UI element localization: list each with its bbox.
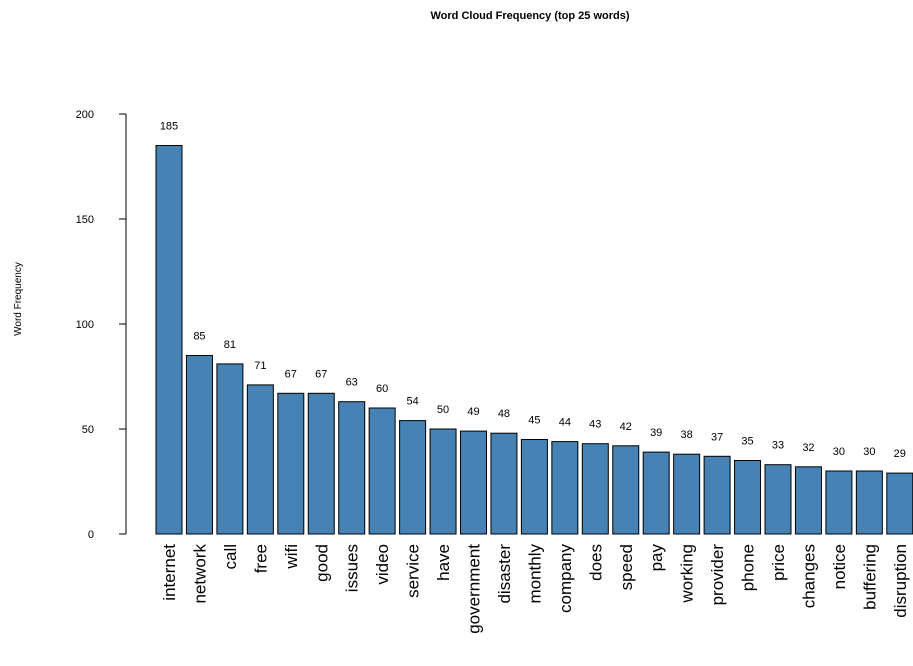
chart-title: Word Cloud Frequency (top 25 words) [430, 10, 629, 22]
data-label: 38 [681, 429, 693, 441]
x-tick-label: notice [830, 544, 849, 589]
bar [490, 432, 518, 535]
x-tick-label: buffering [860, 544, 879, 610]
y-tick-label: 0 [88, 529, 94, 541]
bar [886, 472, 913, 535]
data-label: 30 [863, 446, 875, 458]
data-label: 42 [620, 421, 632, 433]
bar [855, 470, 883, 535]
bar [551, 441, 579, 535]
data-label: 33 [772, 440, 784, 452]
data-label: 39 [650, 427, 662, 439]
x-tick-label: does [586, 544, 605, 581]
data-label: 50 [437, 404, 449, 416]
bar [185, 355, 213, 535]
bar [338, 401, 366, 535]
x-tick-label: company [556, 544, 575, 613]
x-tick-label: disaster [495, 544, 514, 604]
bar [155, 145, 183, 535]
x-tick-label: issues [343, 544, 362, 592]
data-label: 35 [741, 436, 753, 448]
bar [246, 384, 274, 535]
data-label: 29 [894, 448, 906, 460]
data-label: 30 [833, 446, 845, 458]
x-tick-label: government [465, 544, 484, 634]
x-tick-label: network [190, 544, 209, 604]
bar [642, 451, 670, 535]
bar [399, 420, 427, 535]
x-tick-label: price [769, 544, 788, 581]
bars [155, 145, 913, 535]
bar [368, 407, 396, 535]
x-tick-label: working [678, 544, 697, 604]
x-tick-label: call [221, 544, 240, 570]
bar [216, 363, 244, 535]
y-axis: 0 50 100 150 200 [76, 109, 127, 541]
bar [520, 439, 548, 535]
y-axis-label: Word Frequency [13, 262, 24, 336]
data-label: 44 [559, 417, 571, 429]
bar [734, 460, 762, 535]
bar [612, 445, 640, 535]
bar [307, 392, 335, 535]
x-tick-label: free [251, 544, 270, 573]
data-label: 45 [528, 415, 540, 427]
bar [277, 392, 305, 535]
bar [703, 455, 731, 535]
x-tick-label: video [373, 544, 392, 585]
bar [764, 464, 792, 535]
data-label: 67 [285, 368, 297, 380]
x-tick-label: good [312, 544, 331, 582]
data-label: 85 [193, 331, 205, 343]
data-labels: 185 85 81 71 67 67 63 60 54 50 49 48 45 44 43 42 39 38 37 3… [160, 121, 906, 461]
y-tick-label: 100 [76, 319, 94, 331]
bar [460, 430, 487, 535]
data-label: 71 [254, 360, 266, 372]
data-label: 54 [406, 396, 418, 408]
bar [673, 453, 701, 535]
bar [581, 443, 609, 535]
bar [429, 428, 457, 535]
data-label: 60 [376, 383, 388, 395]
bar [794, 466, 822, 535]
x-tick-label: monthly [525, 544, 544, 604]
x-tick-label: service [404, 544, 423, 598]
x-tick-label: phone [739, 544, 758, 591]
data-label: 63 [346, 377, 358, 389]
data-label: 48 [498, 408, 510, 420]
data-label: 185 [160, 121, 178, 133]
x-tick-label: wifi [282, 544, 301, 570]
data-label: 49 [467, 406, 479, 418]
x-tick-label: internet [160, 544, 179, 601]
x-tick-label: provider [708, 544, 727, 606]
data-label: 37 [711, 431, 723, 443]
x-tick-labels: internet network call free wifi good issues vid… [160, 544, 910, 634]
data-label: 43 [589, 419, 601, 431]
x-tick-label: disruption [891, 544, 910, 618]
x-tick-label: changes [799, 544, 818, 608]
bar [825, 470, 853, 535]
data-label: 32 [802, 442, 814, 454]
y-tick-label: 150 [76, 214, 94, 226]
data-label: 81 [224, 339, 236, 351]
data-label: 67 [315, 368, 327, 380]
y-tick-label: 50 [82, 424, 94, 436]
x-tick-label: pay [647, 544, 666, 572]
x-tick-label: have [434, 544, 453, 581]
y-tick-label: 200 [76, 109, 94, 121]
x-tick-label: speed [617, 544, 636, 590]
